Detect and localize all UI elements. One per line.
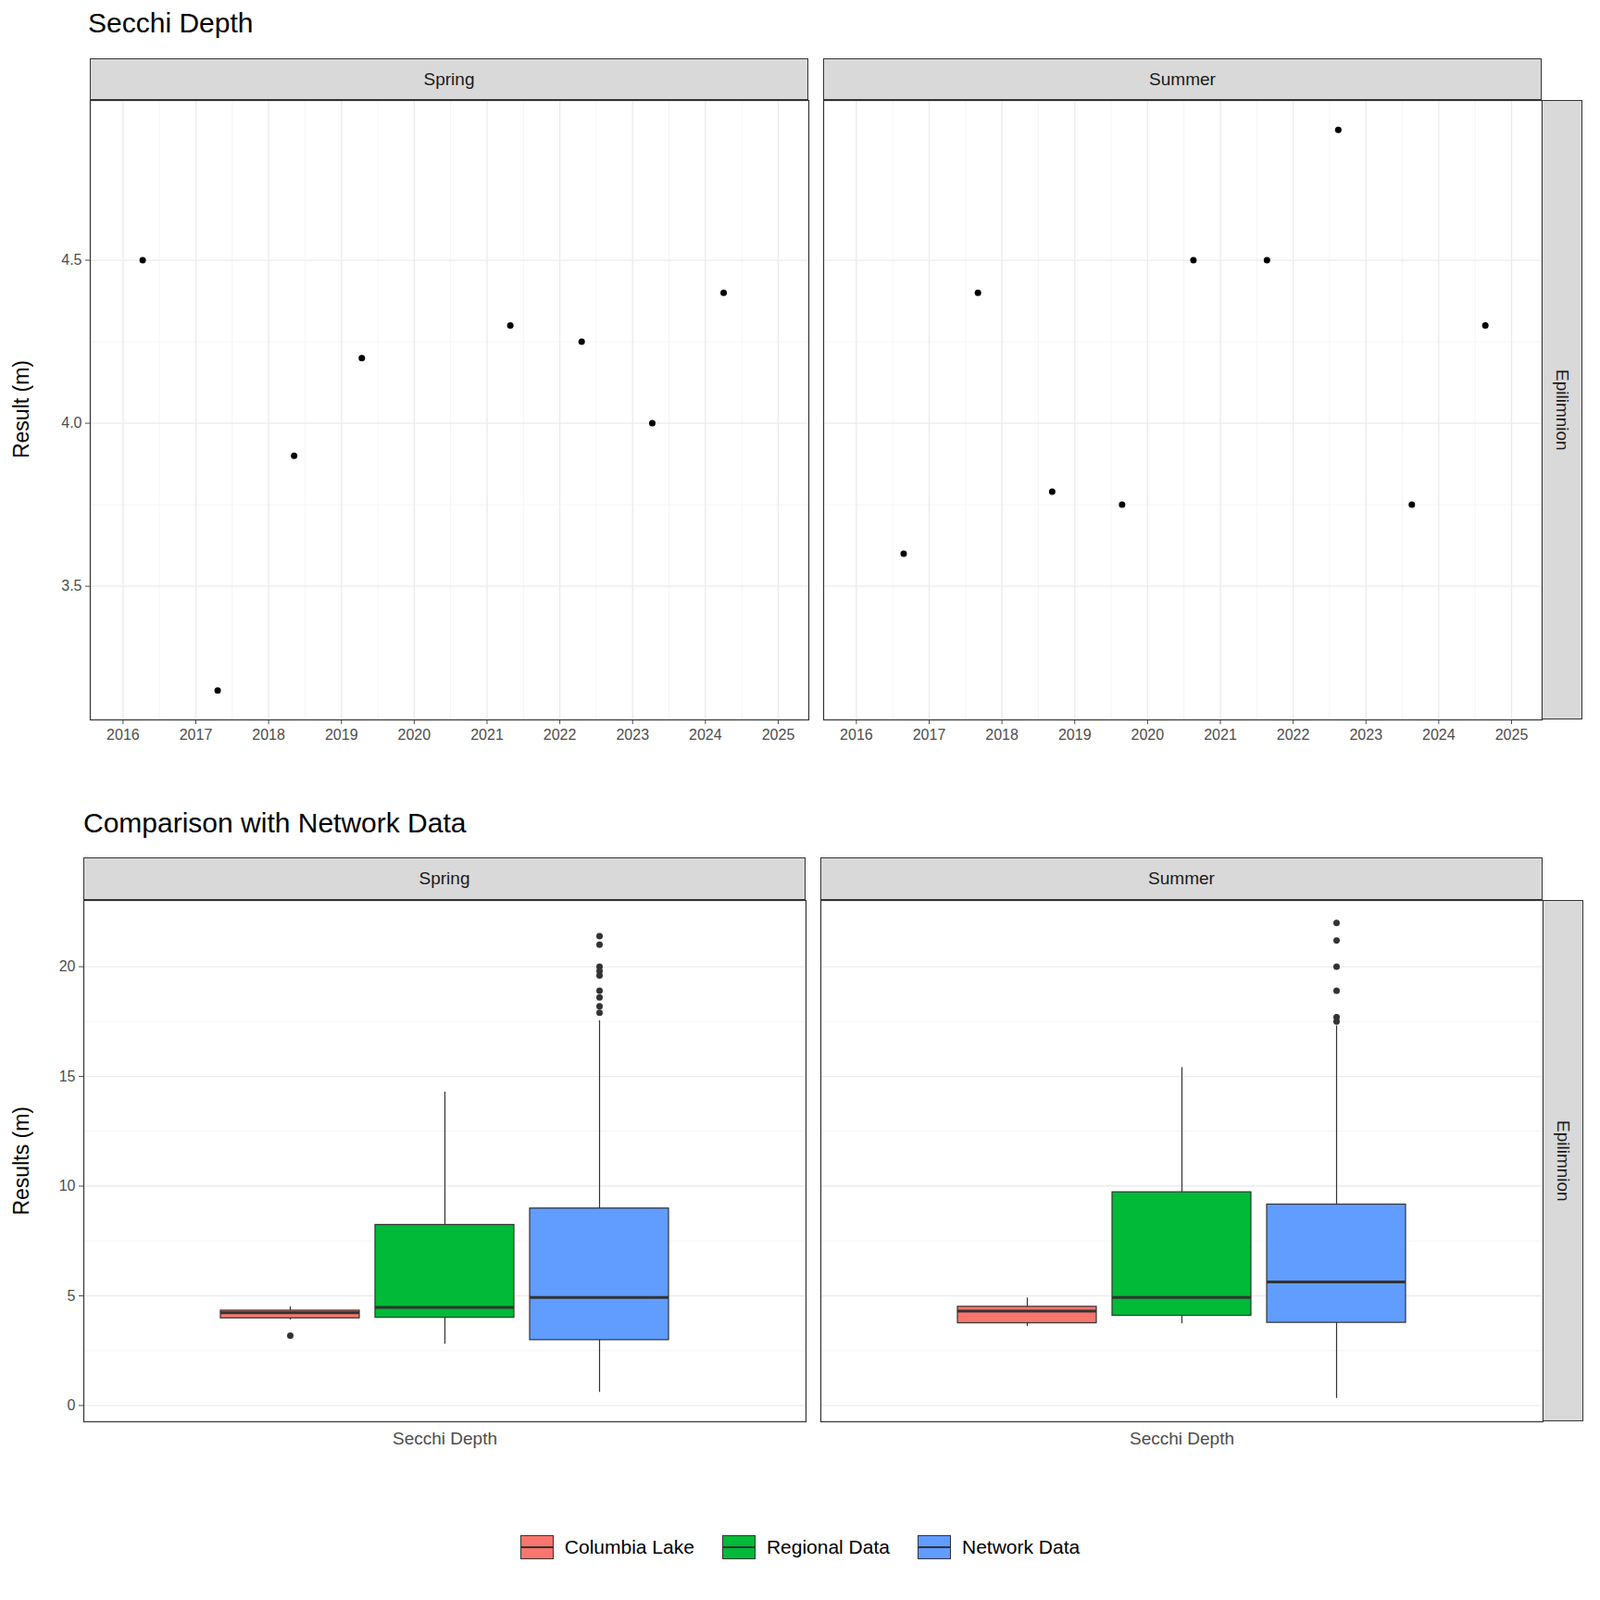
svg-text:4.0: 4.0: [61, 414, 82, 431]
svg-text:3.5: 3.5: [61, 577, 82, 594]
svg-text:2022: 2022: [543, 726, 577, 743]
svg-text:5: 5: [67, 1287, 76, 1304]
html-text:Results (m): Results (m): [8, 1106, 33, 1216]
svg-text:2023: 2023: [1349, 726, 1383, 743]
html-text:Spring: Spring: [423, 68, 475, 89]
html-text:Secchi Depth: Secchi Depth: [87, 7, 254, 38]
svg-text:2021: 2021: [470, 726, 504, 743]
svg-text:2018: 2018: [985, 726, 1019, 743]
svg-text:2024: 2024: [688, 726, 723, 743]
svg-text:Secchi Depth: Secchi Depth: [1129, 1428, 1235, 1449]
html-text:Network Data: Network Data: [962, 1536, 1080, 1558]
html-text:Spring: Spring: [418, 868, 470, 888]
html-text:Columbia Lake: Columbia Lake: [564, 1536, 695, 1558]
html-text:Result (m): Result (m): [8, 360, 33, 459]
html-text:Summer: Summer: [1149, 68, 1216, 89]
html-text:Regional Data: Regional Data: [766, 1536, 890, 1558]
svg-text:0: 0: [67, 1397, 76, 1413]
svg-text:2019: 2019: [1058, 726, 1092, 743]
svg-text:2017: 2017: [912, 726, 947, 743]
svg-text:2024: 2024: [1422, 726, 1456, 743]
html-text:Epilimnion: Epilimnion: [1553, 1120, 1574, 1202]
svg-text:2025: 2025: [1495, 726, 1529, 743]
svg-text:Secchi Depth: Secchi Depth: [392, 1428, 498, 1449]
svg-text:2023: 2023: [615, 726, 650, 743]
svg-text:10: 10: [59, 1177, 76, 1194]
svg-text:2020: 2020: [398, 726, 432, 743]
html-text:Summer: Summer: [1148, 868, 1215, 888]
svg-text:2021: 2021: [1203, 726, 1238, 743]
svg-text:4.5: 4.5: [61, 251, 82, 268]
svg-text:2016: 2016: [839, 726, 874, 743]
html-text:Comparison with Network Data: Comparison with Network Data: [83, 807, 467, 838]
svg-text:2016: 2016: [106, 726, 140, 743]
svg-text:2019: 2019: [325, 726, 359, 743]
svg-text:2017: 2017: [179, 726, 213, 743]
svg-text:15: 15: [59, 1068, 76, 1085]
svg-text:2020: 2020: [1131, 726, 1165, 743]
svg-text:2025: 2025: [762, 726, 796, 743]
svg-text:2018: 2018: [251, 726, 286, 743]
svg-text:2022: 2022: [1276, 726, 1311, 743]
svg-text:20: 20: [59, 958, 76, 975]
html-text:Epilimnion: Epilimnion: [1552, 369, 1573, 451]
